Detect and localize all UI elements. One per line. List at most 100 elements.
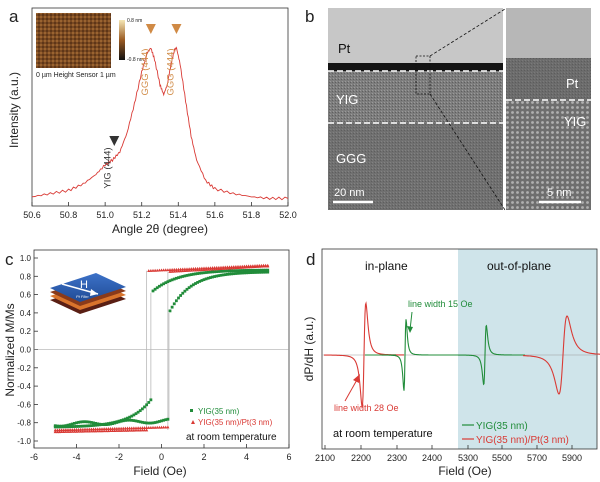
point-yig (147, 401, 151, 404)
point-yig-pt (85, 427, 89, 431)
x-tick-label: 51.4 (170, 210, 188, 220)
point-yig (215, 270, 219, 274)
point-yig-pt (179, 269, 183, 273)
point-yig (62, 425, 66, 429)
point-yig-pt (77, 429, 81, 433)
point-yig-pt (164, 268, 168, 272)
region-label-oop: out-of-plane (487, 259, 551, 273)
point-yig (179, 275, 183, 279)
point-yig (157, 420, 161, 423)
point-yig-pt (174, 267, 178, 271)
panel-b: b Pt YIG GGG 20 nm Pt YIG 5 nm (305, 7, 591, 211)
point-yig (123, 417, 127, 421)
point-yig-pt (74, 427, 79, 431)
point-yig (72, 425, 76, 428)
point-yig (181, 275, 185, 278)
point-yig (215, 274, 219, 278)
point-yig (79, 420, 83, 424)
point-yig-pt (138, 426, 142, 430)
x-tick-label: 51.2 (133, 210, 151, 220)
fmr-curve-oop-yig (445, 324, 525, 386)
point-yig-pt (57, 430, 62, 434)
point-yig (194, 272, 197, 276)
point-yig (206, 270, 210, 274)
point-yig-pt (191, 267, 195, 270)
point-yig-pt (115, 426, 119, 430)
point-yig (136, 419, 140, 423)
point-yig (102, 422, 106, 426)
panel-letter: d (306, 250, 315, 269)
fmr-curve-oop-yigpt (523, 315, 600, 395)
x-tick-label: -6 (30, 452, 38, 462)
point-yig (257, 268, 261, 272)
afm-caption: 0 µm Height Sensor 1 µm (36, 72, 116, 79)
point-yig-pt (162, 425, 166, 429)
x-tick-label: 2100 (315, 453, 335, 463)
point-yig (126, 416, 129, 420)
x-tick-label: 51.6 (206, 210, 224, 220)
point-yig-pt (64, 430, 68, 433)
point-yig (138, 409, 142, 413)
point-yig (68, 423, 72, 427)
point-yig-pt (227, 265, 232, 269)
legend-label: YIG(35 nm)/Pt(3 nm) (198, 418, 273, 427)
x-axis-label: Field (Oe) (438, 464, 491, 478)
point-yig-pt (168, 270, 172, 273)
point-yig-pt (168, 268, 172, 272)
y-tick-label: -0.4 (17, 382, 31, 391)
point-yig (198, 279, 202, 283)
point-yig (117, 419, 121, 423)
point-yig (232, 269, 236, 273)
oop-region (458, 249, 597, 449)
legend: YIG(35 nm) YIG(35 nm)/Pt(3 nm) (190, 407, 273, 427)
peak-label: YIG (444) (102, 147, 113, 188)
point-yig (134, 412, 138, 416)
point-yig (236, 269, 240, 273)
point-yig-pt (125, 428, 130, 432)
point-yig-pt (96, 427, 100, 431)
point-yig (253, 271, 257, 274)
point-yig-pt (53, 430, 57, 434)
x-tick-label: 0 (159, 452, 164, 462)
sample-inset: H Pt Film (50, 273, 126, 314)
point-yig-pt (264, 263, 268, 267)
point-yig-pt (181, 267, 185, 271)
annotation: at room temperature (333, 428, 433, 440)
point-yig-pt (159, 268, 164, 272)
point-yig (134, 419, 138, 423)
point-yig (234, 269, 238, 273)
point-yig-pt (145, 428, 149, 432)
point-yig-pt (255, 264, 259, 267)
point-yig-pt (242, 264, 246, 268)
point-yig (223, 273, 227, 277)
point-yig-pt (193, 266, 198, 270)
point-yig (75, 425, 78, 428)
y-tick-label: -1.0 (17, 437, 31, 446)
point-yig-pt (234, 265, 238, 268)
x-tick-label: 5900 (562, 453, 582, 463)
point-yig (238, 269, 242, 272)
chart-d-frame (321, 248, 598, 450)
inset-film-label: Pt Film (76, 294, 89, 299)
point-yig (136, 410, 140, 414)
point-yig-pt (130, 426, 134, 430)
point-yig (66, 425, 70, 429)
linewidth-green: line width 15 Oe (408, 299, 473, 309)
point-yig (128, 418, 132, 422)
point-yig-pt (176, 269, 181, 273)
point-yig-pt (187, 267, 191, 271)
point-yig (245, 269, 248, 272)
point-yig (206, 276, 210, 280)
point-yig-pt (204, 266, 208, 270)
point-yig (94, 421, 98, 425)
point-yig (89, 424, 93, 428)
point-yig-pt (238, 264, 242, 268)
point-yig (149, 421, 153, 425)
point-yig-pt (100, 427, 104, 431)
label-pt: Pt (338, 41, 351, 56)
point-yig (264, 270, 268, 274)
point-yig (109, 421, 112, 425)
y-axis-label: Intensity (a.u.) (7, 72, 21, 148)
point-yig-pt (172, 267, 176, 271)
